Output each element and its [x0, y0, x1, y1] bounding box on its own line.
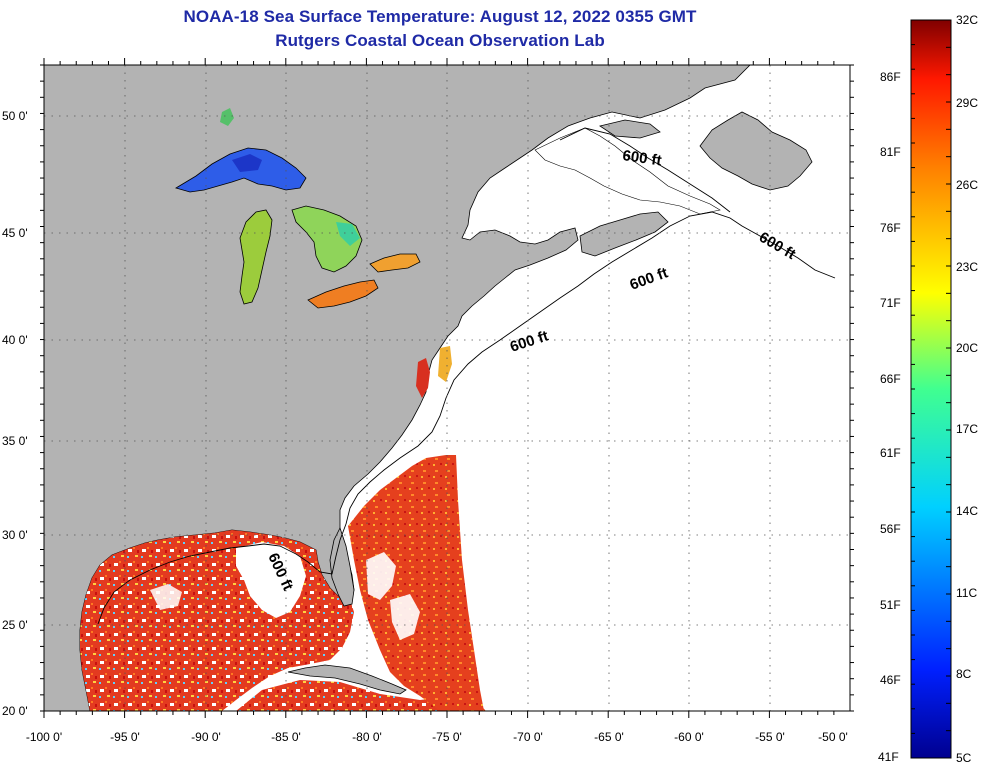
gulf-cloud-gap	[236, 542, 306, 618]
celsius-label: 11C	[956, 586, 977, 600]
longitude-labels: -100 0' -95 0' -90 0' -85 0' -80 0' -75 …	[26, 730, 848, 744]
tick-marks	[40, 58, 854, 718]
colorbar-celsius-labels: 32C 29C 26C 23C 20C 17C 14C 11C 8C 5C	[956, 13, 978, 765]
lake-huron	[291, 205, 363, 273]
lake-nipigon	[220, 108, 234, 126]
atlantic-sst-swath	[348, 455, 484, 711]
fahrenheit-label: 56F	[880, 522, 901, 536]
fahrenheit-label: 76F	[880, 221, 901, 235]
lake-erie	[307, 279, 379, 309]
celsius-label: 14C	[956, 504, 978, 518]
lake-michigan	[239, 209, 273, 305]
lat-label: 20 0'	[2, 704, 28, 718]
celsius-label: 23C	[956, 260, 978, 274]
celsius-label: 5C	[956, 751, 972, 765]
florida-peninsula	[329, 526, 355, 607]
map-layers	[44, 65, 836, 711]
celsius-label: 26C	[956, 178, 978, 192]
map-title: NOAA-18 Sea Surface Temperature: August …	[183, 7, 697, 26]
caribbean-sst	[236, 680, 486, 711]
isobath-600ft-contour	[345, 211, 836, 525]
newfoundland-land	[699, 111, 813, 191]
lat-label: 30 0'	[2, 528, 28, 542]
colorbar-ticks	[911, 19, 951, 759]
lon-label: -95 0'	[110, 730, 140, 744]
lon-label: -60 0'	[674, 730, 704, 744]
latitude-labels: 50 0' 45 0' 40 0' 35 0' 30 0' 25 0' 20 0…	[2, 109, 28, 718]
contour-label-gulf-st-lawrence: 600 ft	[621, 147, 662, 169]
map-subtitle: Rutgers Coastal Ocean Observation Lab	[275, 31, 605, 50]
chesapeake-bay	[416, 358, 430, 398]
colorbar-fahrenheit-labels: 86F 81F 76F 71F 66F 61F 56F 51F 46F 41F	[878, 70, 901, 764]
lon-label: -55 0'	[755, 730, 785, 744]
lon-label: -65 0'	[594, 730, 624, 744]
graticule	[44, 65, 850, 711]
lat-label: 40 0'	[2, 333, 28, 347]
celsius-label: 17C	[956, 422, 978, 436]
isobath-600ft-gulf-st-lawrence	[559, 127, 731, 213]
atlantic-cloud-gap	[366, 552, 396, 600]
lake-ontario	[369, 253, 421, 273]
cuba-land	[287, 664, 407, 695]
fahrenheit-label: 81F	[880, 145, 901, 159]
lat-label: 50 0'	[2, 109, 28, 123]
lat-label: 35 0'	[2, 434, 28, 448]
isobath-600ft-gulf	[97, 523, 347, 625]
anticosti-land	[599, 119, 661, 139]
fahrenheit-label: 46F	[880, 673, 901, 687]
lon-label: -100 0'	[26, 730, 62, 744]
lon-label: -80 0'	[352, 730, 382, 744]
lat-label: 45 0'	[2, 226, 28, 240]
celsius-label: 8C	[956, 667, 972, 681]
fahrenheit-label: 41F	[878, 750, 899, 764]
bahamas-cloud-gap	[390, 594, 420, 640]
lon-label: -50 0'	[818, 730, 848, 744]
fahrenheit-label: 86F	[880, 70, 901, 84]
lon-label: -85 0'	[271, 730, 301, 744]
celsius-label: 20C	[956, 341, 978, 355]
georgian-bay	[336, 222, 360, 246]
fahrenheit-label: 66F	[880, 372, 901, 386]
delmarva-coastal-water	[438, 346, 452, 382]
lon-label: -90 0'	[191, 730, 221, 744]
lon-label: -70 0'	[513, 730, 543, 744]
fahrenheit-label: 51F	[880, 598, 901, 612]
celsius-label: 29C	[956, 96, 978, 110]
nova-scotia-land	[579, 211, 669, 257]
lon-label: -75 0'	[432, 730, 462, 744]
lat-label: 25 0'	[2, 618, 28, 632]
fahrenheit-label: 71F	[880, 296, 901, 310]
celsius-label: 32C	[956, 13, 978, 27]
lake-superior-cool-spot	[232, 154, 262, 172]
fahrenheit-label: 61F	[880, 446, 901, 460]
temperature-colorbar	[910, 19, 952, 759]
gulf-cloud-patch	[150, 584, 182, 610]
